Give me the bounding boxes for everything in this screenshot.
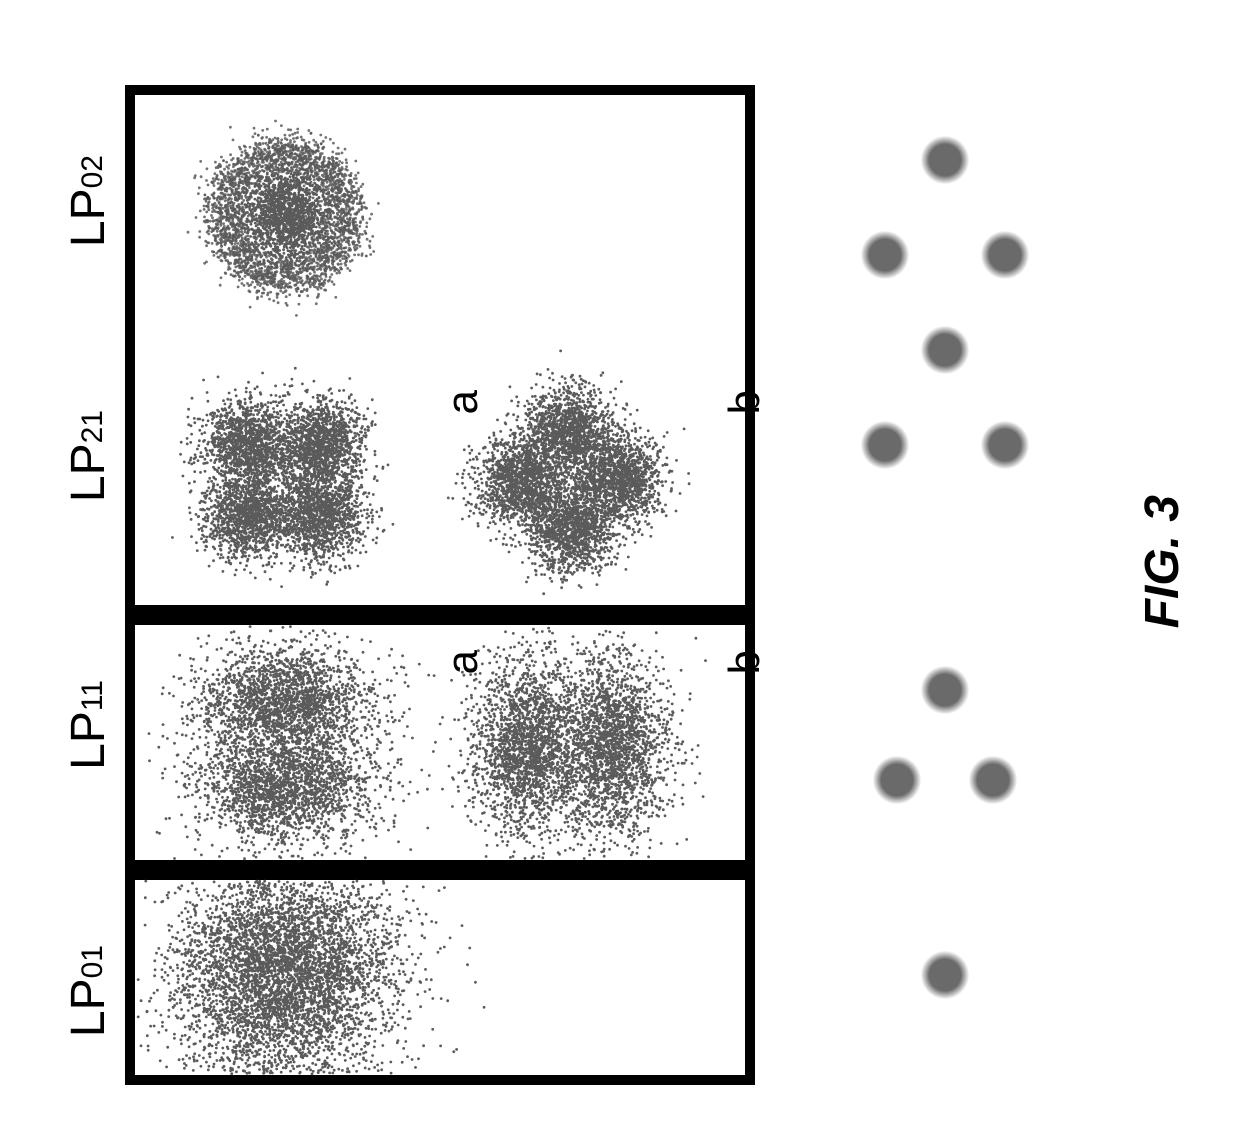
fiber-core-icon [873, 756, 922, 805]
mode-label: LP11 [65, 680, 113, 770]
fiber-core-icon [969, 756, 1018, 805]
mode-label: LP02 [65, 155, 113, 247]
variant-label: b [720, 390, 770, 414]
mode-label: LP01 [65, 945, 113, 1037]
fiber-core-icon [981, 421, 1030, 470]
mode-pattern [148, 625, 466, 860]
figure-stage: LP01 LP11 LP21 LP02 a b a b FIG. 3 [0, 0, 1240, 1121]
mode-pattern [137, 880, 486, 1076]
figure-svg [0, 0, 1240, 1121]
variant-label: a [438, 650, 488, 674]
variant-label: a [438, 390, 488, 414]
fiber-core-icon [921, 136, 970, 185]
figure-caption: FIG. 3 [1135, 495, 1190, 628]
fiber-core-icon [981, 231, 1030, 280]
variant-label: b [720, 650, 770, 674]
fiber-core-icon [921, 666, 970, 715]
fiber-core-icon [861, 421, 910, 470]
mode-pattern [187, 120, 380, 317]
fiber-core-icon [921, 951, 970, 1000]
mode-label: LP21 [65, 410, 113, 502]
fiber-core-icon [921, 326, 970, 375]
mode-pattern [447, 350, 691, 596]
fiber-core-icon [861, 231, 910, 280]
mode-pattern [171, 367, 394, 588]
